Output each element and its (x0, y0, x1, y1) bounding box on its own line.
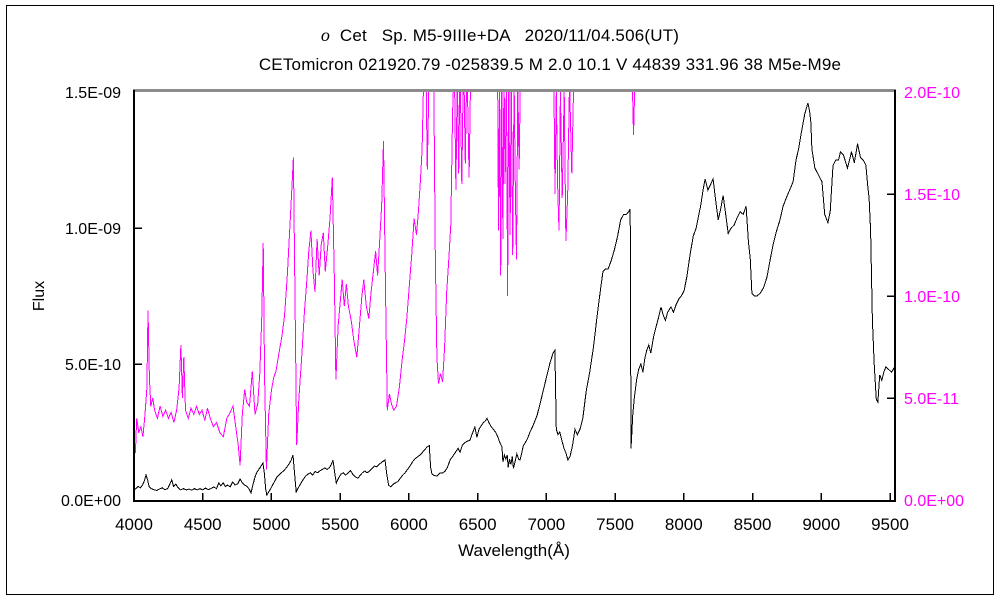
x-tick-label: 6000 (390, 515, 428, 534)
right-tick-label: 1.0E-10 (904, 289, 960, 306)
spectrum-magenta-curve (134, 91, 636, 470)
right-tick-label: 0.0E+00 (904, 493, 964, 510)
x-tick-label: 4000 (115, 515, 153, 534)
left-tick-label: 1.0E-09 (65, 221, 121, 238)
x-tick-label: 7500 (596, 515, 634, 534)
plot-border-top (133, 89, 896, 92)
chart-title-text: Cet Sp. M5-9IIIe+DA 2020/11/04.506(UT) (330, 26, 680, 45)
plot-frame (133, 89, 896, 502)
x-tick-label: 9000 (802, 515, 840, 534)
x-tick-label: 7000 (527, 515, 565, 534)
x-tick-label: 8000 (665, 515, 703, 534)
star-name-italic: o (320, 25, 331, 45)
x-tick-label: 6500 (459, 515, 497, 534)
chart-title: o Cet Sp. M5-9IIIe+DA 2020/11/04.506(UT) (320, 25, 680, 45)
left-tick-label: 1.5E-09 (65, 85, 121, 102)
chart-subtitle: CETomicron 021920.79 -025839.5 M 2.0 10.… (258, 55, 842, 74)
x-tick-label: 5500 (321, 515, 359, 534)
curves-layer (134, 91, 894, 497)
left-tick-label: 0.0E+00 (61, 493, 121, 510)
x-axis-title: Wavelength(Å) (458, 541, 570, 560)
x-tick-label: 4500 (184, 515, 222, 534)
y-axis-title: Flux (31, 280, 48, 312)
tick-marks-layer (133, 193, 894, 500)
tick-labels-layer: 4000 4500 5000 5500 6000 6500 7000 7500 8000 8500… (61, 85, 964, 534)
spectrum-black-curve (134, 102, 894, 497)
x-tick-label: 8500 (734, 515, 772, 534)
x-tick-label: 5000 (253, 515, 291, 534)
x-tick-label: 9500 (871, 515, 909, 534)
right-tick-label: 1.5E-10 (904, 187, 960, 204)
right-tick-label: 5.0E-11 (904, 391, 959, 408)
right-tick-label: 2.0E-10 (904, 85, 960, 102)
left-tick-label: 5.0E-10 (65, 357, 121, 374)
